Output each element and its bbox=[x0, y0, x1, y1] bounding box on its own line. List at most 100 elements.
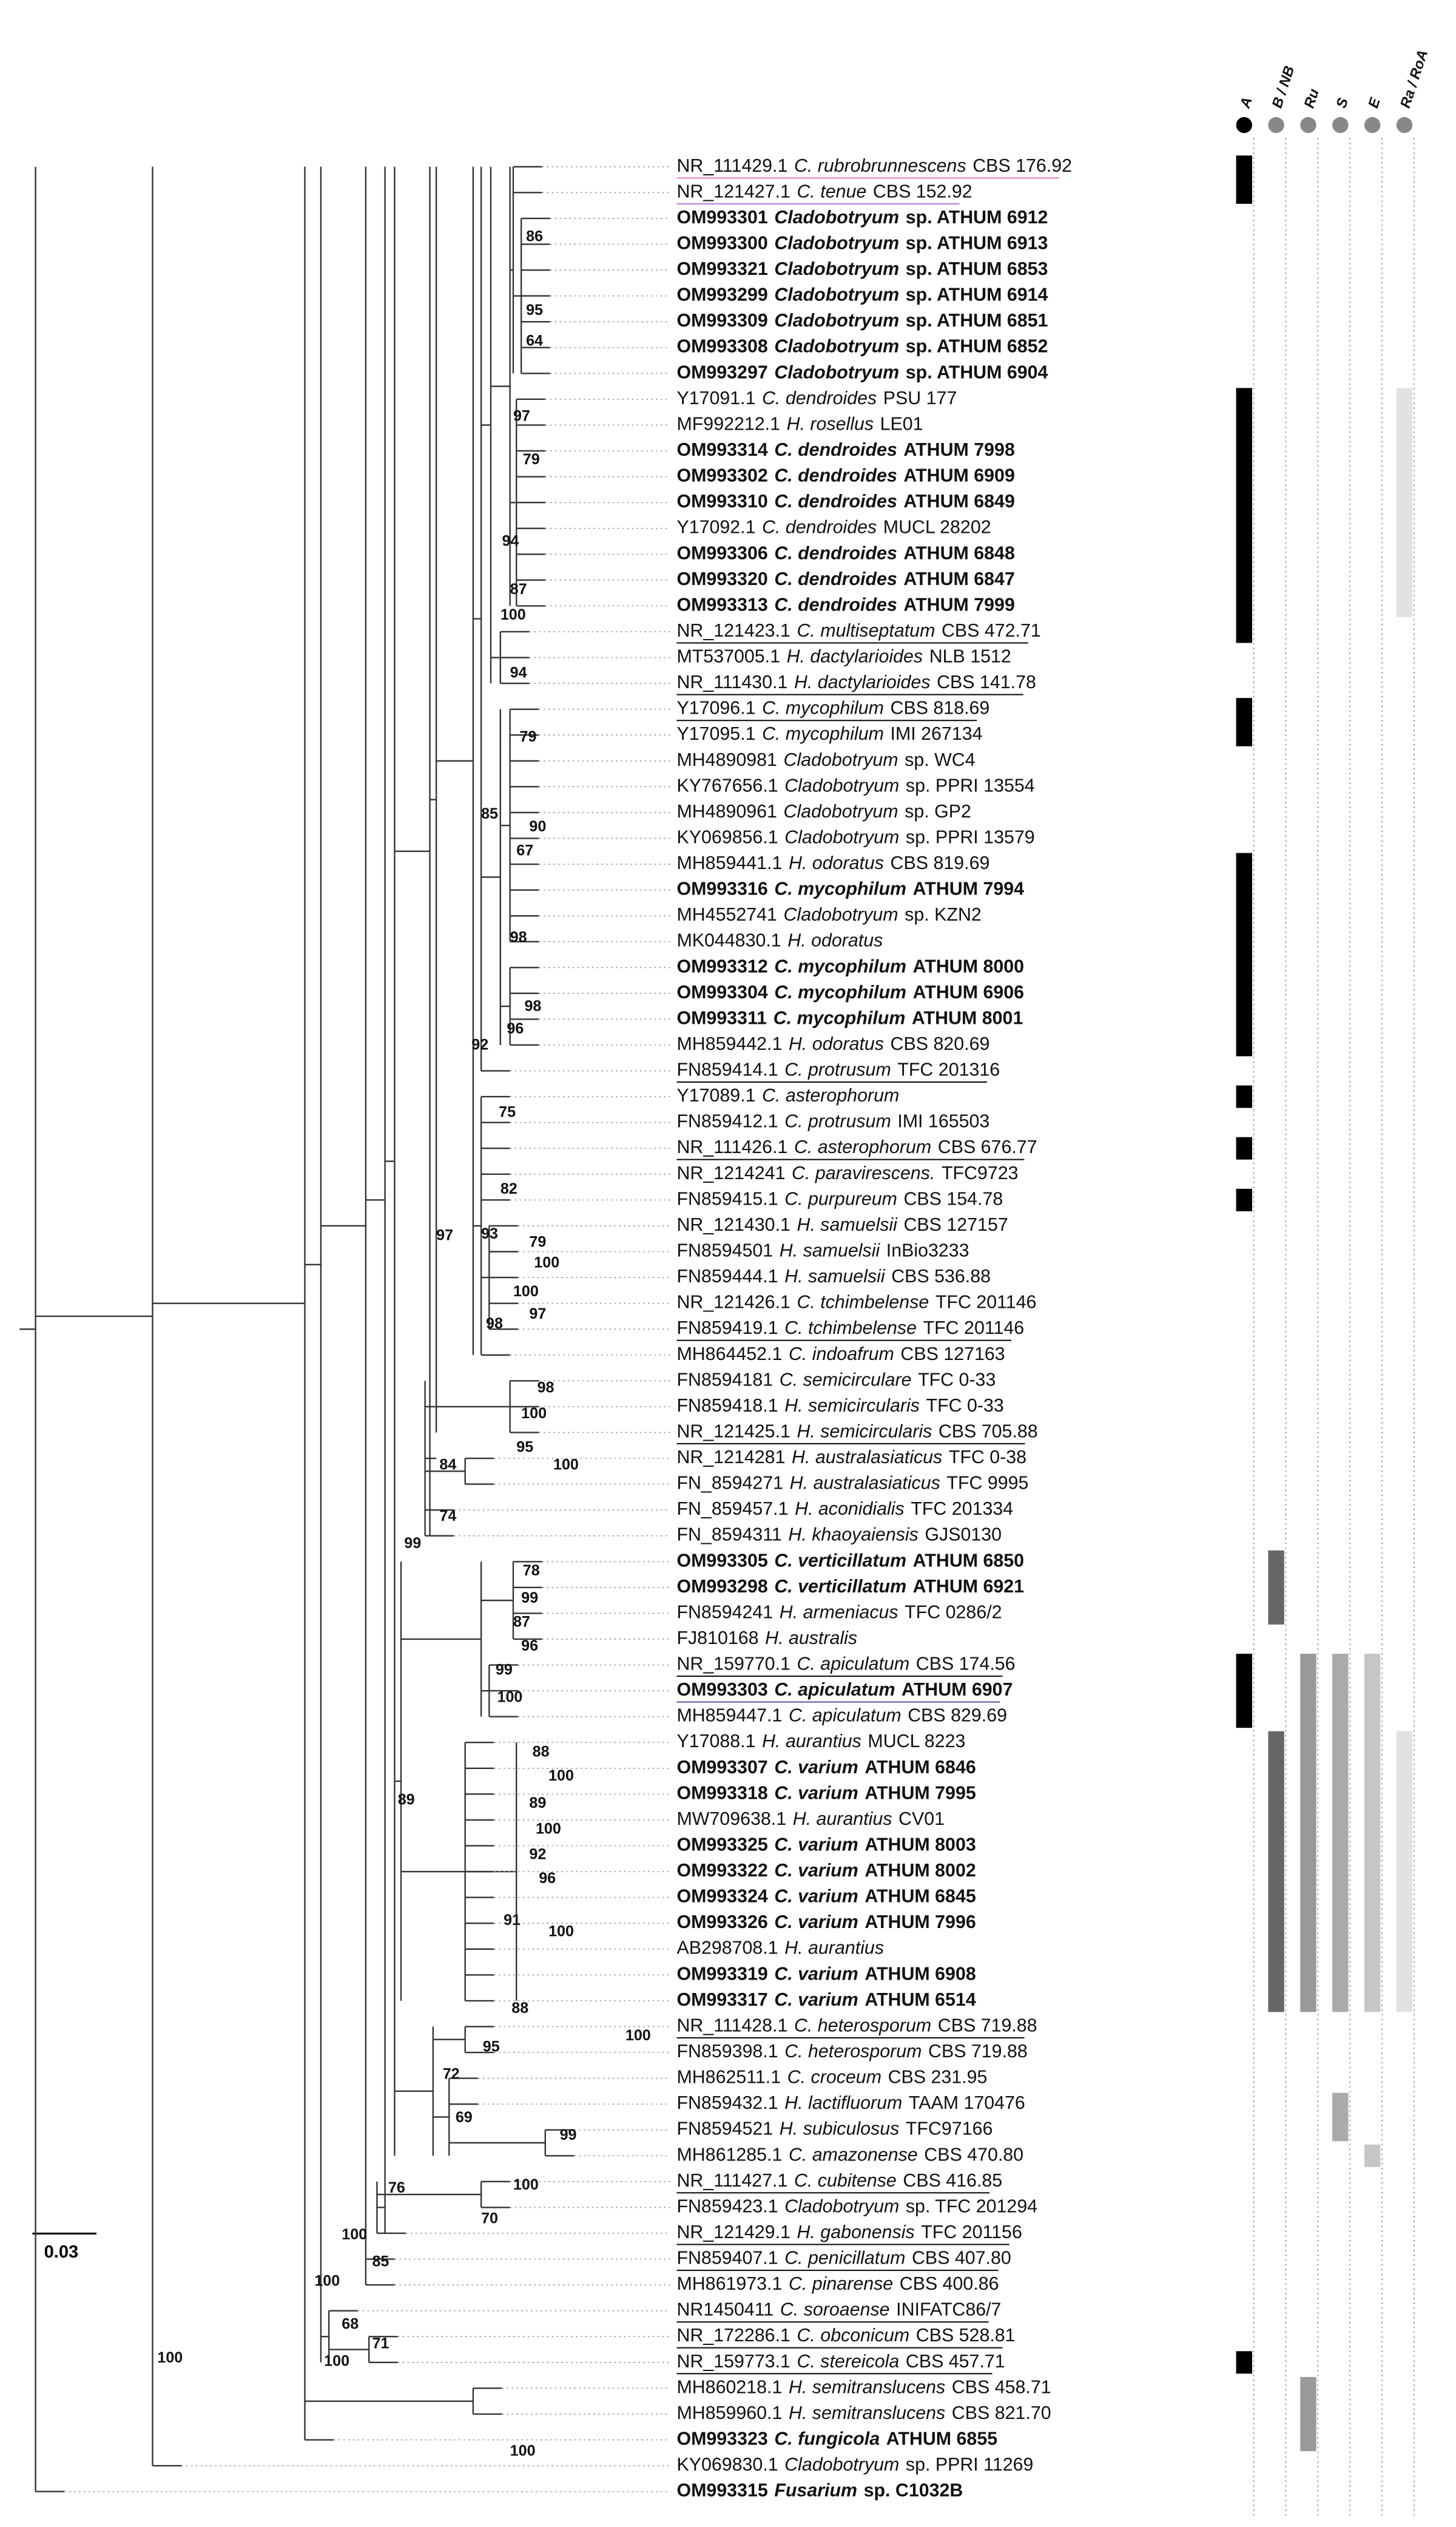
strain: CBS 676.77 bbox=[938, 1137, 1037, 1157]
column-dot bbox=[1396, 117, 1413, 134]
support-value: 99 bbox=[521, 1589, 538, 1606]
accession: MH859441.1 bbox=[676, 853, 782, 873]
taxon: H. semitranslucens bbox=[789, 2403, 945, 2423]
leaf-label: NR_121423.1 C. multiseptatum CBS 472.71 bbox=[676, 620, 1040, 641]
leaf-label: OM993321 Cladobotryum sp. ATHUM 6853 bbox=[676, 259, 1048, 279]
trait-bar bbox=[1364, 2144, 1381, 2167]
leaf-label: MW709638.1 H. aurantius CV01 bbox=[676, 1808, 945, 1829]
trait-bar bbox=[1300, 1654, 1316, 2012]
taxon: Cladobotryum bbox=[774, 336, 899, 357]
taxon: H. dactylarioides bbox=[794, 672, 931, 692]
support-value: 100 bbox=[548, 1923, 574, 1940]
accession: NR_159773.1 bbox=[676, 2351, 790, 2372]
taxon: C. protrusum bbox=[784, 1060, 891, 1080]
taxon: C. dendroides bbox=[762, 517, 877, 538]
taxon: C. dendroides bbox=[774, 491, 897, 512]
accession: AB298708.1 bbox=[676, 1938, 778, 1958]
strain: ATHUM 6909 bbox=[903, 465, 1014, 486]
accession: MH864452.1 bbox=[676, 1344, 782, 1364]
accession: MH859442.1 bbox=[676, 1033, 782, 1054]
accession: NR_121430.1 bbox=[676, 1214, 790, 1235]
accession: OM993297 bbox=[676, 362, 767, 382]
taxon: C. amazonense bbox=[789, 2144, 918, 2165]
taxon: H. semicircularis bbox=[784, 1395, 920, 1416]
strain: CBS 458.71 bbox=[952, 2376, 1051, 2397]
taxon: C. mycophilum bbox=[762, 723, 884, 744]
leaf-label: NR_121427.1 C. tenue CBS 152.92 bbox=[676, 181, 972, 201]
support-value: 86 bbox=[526, 228, 543, 245]
taxon: C. varium bbox=[774, 1886, 858, 1907]
support-value: 100 bbox=[521, 1405, 547, 1422]
taxon: C. indoafrum bbox=[789, 1344, 894, 1364]
leaf-label: FN_8594311 H. khaoyaiensis GJS0130 bbox=[676, 1524, 1002, 1545]
strain: CBS 174.56 bbox=[916, 1654, 1016, 1674]
strain: sp. TFC 201294 bbox=[906, 2196, 1037, 2216]
strain: CBS 719.88 bbox=[928, 2041, 1028, 2062]
taxon: H. gabonensis bbox=[797, 2222, 914, 2242]
strain: CBS 829.69 bbox=[908, 1705, 1007, 1726]
accession: FN859398.1 bbox=[676, 2041, 778, 2062]
taxon: C. soroaense bbox=[780, 2299, 890, 2320]
taxon: Cladobotryum bbox=[784, 2196, 899, 2216]
accession: FN8594501 bbox=[676, 1240, 773, 1261]
taxon: C. asterophorum bbox=[794, 1137, 931, 1157]
leaf-label: OM993316 C. mycophilum ATHUM 7994 bbox=[676, 879, 1024, 899]
leaf-label: FN8594501 H. samuelsii InBio3233 bbox=[676, 1240, 969, 1261]
trait-bar bbox=[1396, 1731, 1413, 2012]
leaf-label: MH859960.1 H. semitranslucens CBS 821.70 bbox=[676, 2403, 1051, 2423]
taxon: C. mycophilum bbox=[774, 982, 906, 1003]
accession: MH861285.1 bbox=[676, 2144, 782, 2165]
taxon: Cladobotryum bbox=[774, 233, 899, 254]
strain: ATHUM 6906 bbox=[913, 982, 1024, 1003]
support-value: 95 bbox=[526, 302, 543, 319]
trait-bar bbox=[1396, 388, 1413, 617]
taxon: C. dendroides bbox=[774, 543, 897, 563]
column-header: Ru bbox=[1301, 87, 1323, 110]
support-value: 79 bbox=[529, 1233, 546, 1250]
support-value: 67 bbox=[516, 842, 533, 859]
taxon: C. varium bbox=[774, 1912, 858, 1932]
strain: ATHUM 6514 bbox=[864, 1989, 976, 2010]
accession: MH860218.1 bbox=[676, 2376, 782, 2397]
support-value: 72 bbox=[443, 2066, 460, 2083]
column-header: E bbox=[1365, 95, 1384, 110]
leaf-label: NR_159773.1 C. stereicola CBS 457.71 bbox=[676, 2351, 1005, 2372]
support-value: 92 bbox=[529, 1846, 546, 1863]
taxon: C. tchimbelense bbox=[784, 1318, 917, 1338]
strain: sp. ATHUM 6912 bbox=[906, 207, 1048, 228]
leaf-label: OM993322 C. varium ATHUM 8002 bbox=[676, 1860, 976, 1881]
strain: ATHUM 7995 bbox=[864, 1782, 976, 1803]
taxon: Cladobotryum bbox=[774, 362, 899, 382]
strain: TFC 9995 bbox=[946, 1473, 1028, 1494]
strain: sp. KZN2 bbox=[905, 904, 982, 925]
support-value: 96 bbox=[507, 1020, 524, 1037]
accession: OM993317 bbox=[676, 1989, 767, 2010]
strain: MUCL 8223 bbox=[868, 1731, 965, 1751]
strain: CBS 407.80 bbox=[912, 2248, 1011, 2268]
taxon: C. dendroides bbox=[774, 569, 897, 589]
taxon: C. mycophilum bbox=[762, 698, 884, 719]
taxon: H. lactifluorum bbox=[784, 2092, 902, 2113]
taxon: C. asterophorum bbox=[762, 1085, 899, 1106]
leaf-label: Y17088.1 H. aurantius MUCL 8223 bbox=[676, 1731, 965, 1751]
leaf-label: OM993299 Cladobotryum sp. ATHUM 6914 bbox=[676, 285, 1048, 305]
support-value: 98 bbox=[524, 998, 541, 1015]
taxon: C. varium bbox=[774, 1835, 858, 1855]
accession: MT537005.1 bbox=[676, 646, 780, 667]
strain: TFC 201156 bbox=[921, 2222, 1022, 2242]
strain: CBS 719.88 bbox=[938, 2015, 1037, 2035]
support-value: 79 bbox=[523, 451, 540, 468]
accession: KY069830.1 bbox=[676, 2454, 778, 2475]
taxon: C. varium bbox=[774, 1963, 858, 1984]
accession: OM993316 bbox=[676, 879, 767, 899]
accession: NR_159770.1 bbox=[676, 1654, 790, 1674]
strain: CBS 127157 bbox=[903, 1214, 1008, 1235]
accession: NR_111426.1 bbox=[676, 1137, 787, 1157]
taxon: C. heterosporum bbox=[784, 2041, 922, 2062]
leaf-label: FN859419.1 C. tchimbelense TFC 201146 bbox=[676, 1318, 1024, 1338]
leaf-label: NR_111427.1 C. cubitense CBS 416.85 bbox=[676, 2170, 1002, 2191]
strain: CBS 154.78 bbox=[903, 1188, 1003, 1209]
accession: KY069856.1 bbox=[676, 827, 778, 847]
column-dot bbox=[1332, 117, 1349, 134]
leaf-label: OM993318 C. varium ATHUM 7995 bbox=[676, 1782, 976, 1803]
